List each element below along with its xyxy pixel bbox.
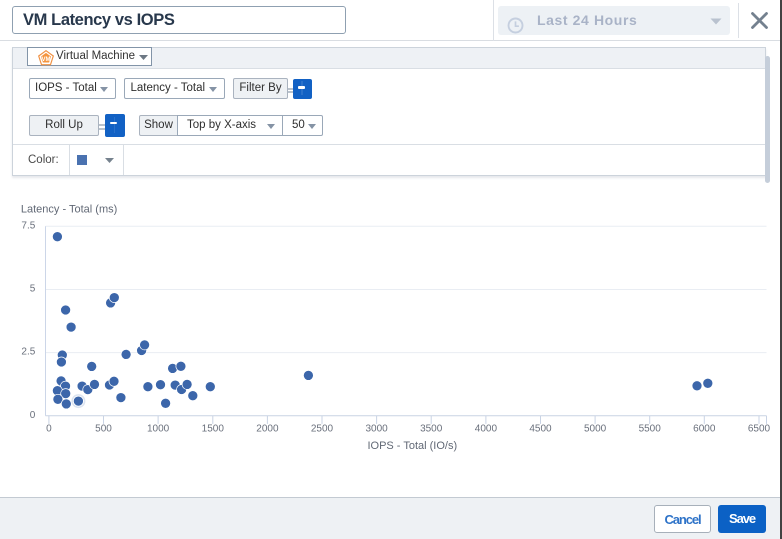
svg-text:2000: 2000 xyxy=(256,424,279,435)
svg-text:IOPS - Total (IO/s): IOPS - Total (IO/s) xyxy=(367,440,457,452)
svg-text:2.5: 2.5 xyxy=(21,347,35,358)
svg-text:0: 0 xyxy=(46,424,52,435)
svg-text:0: 0 xyxy=(30,410,36,421)
svg-text:Latency - Total (ms): Latency - Total (ms) xyxy=(21,204,117,216)
svg-text:5500: 5500 xyxy=(639,424,662,435)
svg-text:7.5: 7.5 xyxy=(21,220,35,231)
svg-text:VM: VM xyxy=(42,57,51,63)
svg-text:5: 5 xyxy=(30,284,36,295)
svg-text:5000: 5000 xyxy=(584,424,607,435)
svg-text:3000: 3000 xyxy=(365,424,388,435)
svg-text:1000: 1000 xyxy=(147,424,170,435)
svg-text:4500: 4500 xyxy=(529,424,552,435)
svg-text:6000: 6000 xyxy=(693,424,716,435)
svg-text:4000: 4000 xyxy=(475,424,498,435)
svg-text:2500: 2500 xyxy=(311,424,334,435)
svg-text:3500: 3500 xyxy=(420,424,443,435)
svg-text:1500: 1500 xyxy=(202,424,225,435)
svg-text:500: 500 xyxy=(95,424,112,435)
svg-text:6500: 6500 xyxy=(748,424,771,435)
